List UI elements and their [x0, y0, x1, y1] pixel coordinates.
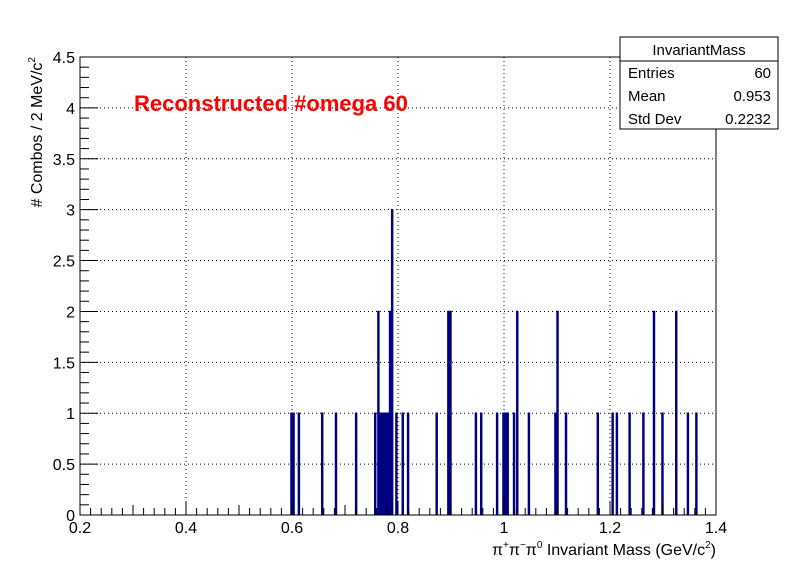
x-axis-title-part: π	[526, 542, 537, 559]
x-axis-title-part: )	[711, 542, 716, 559]
histogram-bin	[675, 310, 678, 515]
histogram-bin	[556, 310, 559, 515]
y-tick-label: 2.5	[53, 254, 75, 271]
x-tick-label: 0.4	[175, 520, 197, 537]
histogram-bin	[504, 412, 507, 515]
stats-label-stddev: Std Dev	[628, 111, 682, 128]
histogram-bin	[479, 412, 483, 515]
histogram-bin	[449, 310, 452, 515]
histogram-bin	[564, 412, 568, 515]
stats-value-mean: 0.953	[733, 88, 771, 105]
histogram-bin	[611, 412, 614, 515]
y-tick-label: 4.5	[53, 50, 75, 67]
histogram-bin	[406, 412, 410, 515]
histogram-bin	[354, 412, 358, 515]
histogram-bin	[390, 208, 394, 515]
histogram-bin	[516, 310, 519, 515]
histogram-bin	[297, 412, 301, 515]
x-tick-label: 0.8	[387, 520, 409, 537]
x-axis-title-part: π	[492, 542, 503, 559]
x-tick-label: 1.2	[599, 520, 621, 537]
y-tick-label: 2	[66, 304, 75, 321]
histogram-bin	[377, 310, 380, 515]
histogram-bin	[554, 412, 557, 515]
axis-ticks	[79, 56, 717, 516]
histogram-bin	[495, 412, 499, 515]
histogram-bin	[652, 310, 656, 515]
y-axis-title-sup: 2	[27, 57, 38, 63]
y-axis-title-part: # Combos / 2 MeV/c	[29, 63, 46, 208]
histogram-bin	[320, 412, 324, 515]
histogram-bin	[435, 412, 438, 515]
histogram-bin	[395, 412, 398, 515]
x-axis-title-sup: 2	[705, 540, 711, 551]
y-tick-label: 3	[66, 203, 75, 220]
y-axis-title: # Combos / 2 MeV/c2	[27, 57, 46, 208]
stats-value-entries: 60	[754, 65, 771, 82]
histogram-bin	[502, 412, 505, 515]
histogram-bin	[661, 412, 664, 515]
x-axis-title-sup: −	[520, 540, 526, 551]
histogram-bin	[642, 412, 645, 515]
histogram-bin	[292, 412, 295, 515]
stats-label-mean: Mean	[628, 88, 666, 105]
x-tick-label: 1.4	[705, 520, 727, 537]
stats-box: InvariantMass Entries 60 Mean 0.953 Std …	[619, 36, 779, 130]
grid	[80, 57, 716, 515]
histogram-bin	[474, 412, 478, 515]
histogram-bin	[373, 412, 377, 515]
y-tick-label: 0	[66, 508, 75, 525]
histogram-bin	[334, 412, 338, 515]
y-tick-label: 4	[66, 101, 75, 118]
histogram-bin	[615, 412, 619, 515]
stats-label-entries: Entries	[628, 65, 675, 82]
x-axis-title-part: Invariant Mass (GeV/c	[542, 542, 705, 559]
histogram-bars	[290, 208, 698, 515]
histogram-bin	[512, 412, 516, 515]
histogram-bin	[447, 310, 450, 515]
stats-box-frame	[619, 36, 779, 130]
histogram-bin	[628, 412, 631, 515]
histogram-bin	[401, 412, 404, 515]
x-axis-title: π+π−π0 Invariant Mass (GeV/c2)	[492, 540, 716, 559]
histogram-bin	[290, 412, 293, 515]
x-axis-title-sup: +	[503, 540, 509, 551]
overlay-title: Reconstructed #omega 60	[134, 91, 408, 116]
histogram-bin	[379, 412, 382, 515]
histogram-bin	[386, 412, 390, 515]
y-tick-label: 1.5	[53, 355, 75, 372]
histogram-bin	[686, 412, 690, 515]
x-tick-label: 1	[500, 520, 509, 537]
x-axis-title-sup: 0	[537, 540, 543, 551]
x-tick-label: 0.6	[281, 520, 303, 537]
histogram-bin	[384, 412, 388, 515]
y-tick-label: 1	[66, 406, 75, 423]
y-tick-label: 0.5	[53, 457, 75, 474]
x-tick-label: 0.2	[69, 520, 91, 537]
x-axis-title-part: π	[509, 542, 520, 559]
y-tick-label: 3.5	[53, 152, 75, 169]
histogram-bin	[388, 310, 392, 515]
histogram-bin	[506, 412, 509, 515]
stats-title: InvariantMass	[652, 42, 745, 59]
histogram-bin	[695, 412, 698, 515]
histogram-bin	[527, 412, 531, 515]
histogram-bin	[596, 412, 600, 515]
stats-value-stddev: 0.2232	[725, 111, 771, 128]
histogram-bin	[381, 412, 384, 515]
tick-labels: 0.2 0.4 0.6 0.8 1 1.2 1.4 0 0.5 1 1.5 2 2.5 3 3.5 4 4.5	[53, 50, 727, 537]
